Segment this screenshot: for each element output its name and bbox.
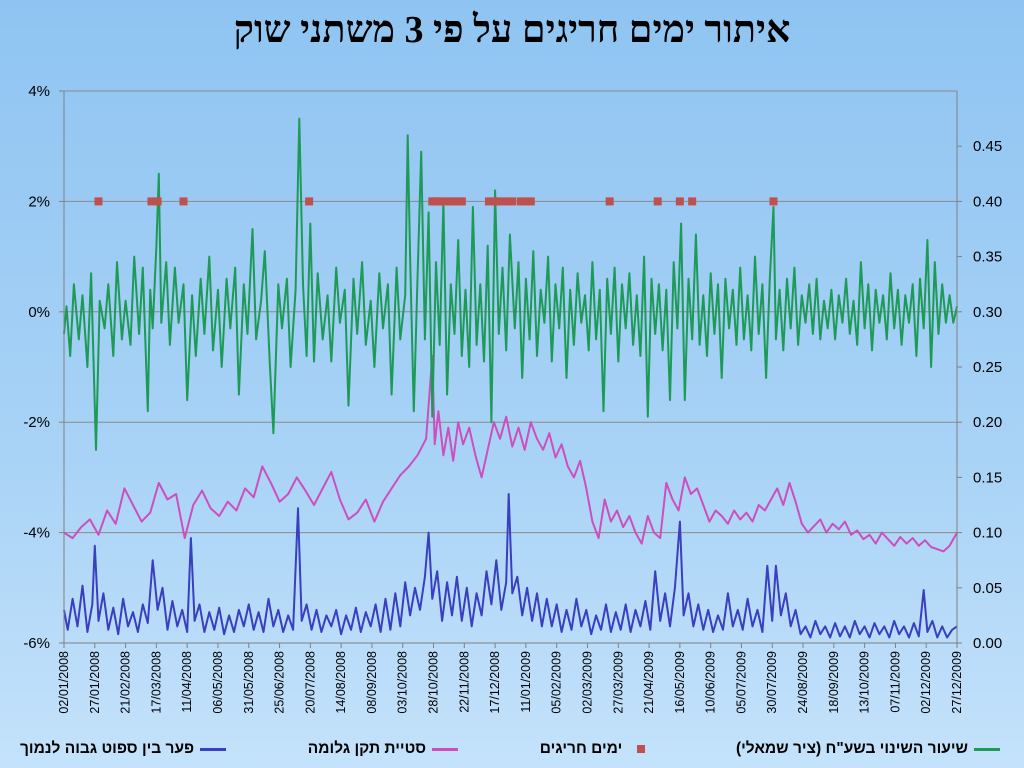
- right-tick-label: 0.00: [973, 635, 1002, 652]
- right-tick-label: 0.45: [973, 138, 1002, 155]
- left-tick-label: 2%: [28, 193, 50, 210]
- left-tick-label: 0%: [28, 304, 50, 321]
- legend-label: שיעור השינוי בשע"ח (ציר שמאלי): [735, 740, 968, 757]
- x-tick-label: 06/05/2008: [211, 651, 225, 714]
- anomaly-day-marker: [521, 197, 530, 206]
- anomaly-day-marker: [435, 197, 444, 206]
- right-tick-label: 0.40: [973, 193, 1002, 210]
- right-tick-label: 0.10: [973, 525, 1002, 542]
- right-axis-ticks: 0.00 0.05 0.10 0.15 0.20 0.25 0.30 0.35 0.40 0.45: [957, 138, 1002, 652]
- left-tick-label: -4%: [23, 525, 50, 542]
- anomaly-day-marker: [605, 197, 614, 206]
- anomaly-day-marker: [153, 197, 162, 206]
- left-tick-label: -6%: [23, 635, 50, 652]
- x-axis-ticks: 02/01/2008 27/01/2008 21/02/2008 17/03/2008…: [57, 643, 964, 714]
- right-tick-label: 0.25: [973, 359, 1002, 376]
- right-tick-label: 0.35: [973, 249, 1002, 266]
- x-tick-label: 27/12/2009: [950, 651, 964, 714]
- anomaly-day-marker: [653, 197, 662, 206]
- x-tick-label: 05/07/2009: [734, 651, 748, 714]
- x-tick-label: 27/01/2008: [88, 651, 102, 714]
- anomaly-day-marker: [484, 197, 493, 206]
- x-tick-label: 07/11/2009: [888, 651, 902, 713]
- series-line-3: [63, 493, 958, 639]
- x-tick-label: 02/01/2008: [57, 651, 71, 714]
- x-tick-label: 24/08/2009: [796, 651, 810, 714]
- x-tick-label: 11/01/2009: [519, 651, 533, 713]
- anomaly-day-marker: [526, 197, 535, 206]
- x-tick-label: 02/03/2009: [580, 651, 594, 714]
- x-tick-label: 25/06/2008: [273, 651, 287, 714]
- legend-line-swatch: [200, 747, 227, 751]
- legend-item: שיעור השינוי בשע"ח (ציר שמאלי): [736, 740, 1000, 758]
- x-tick-label: 21/04/2009: [642, 651, 656, 714]
- left-tick-label: 4%: [28, 83, 50, 100]
- anomaly-day-marker: [688, 197, 697, 206]
- legend-marker-swatch: [637, 745, 646, 753]
- series-line-0: [63, 117, 958, 451]
- x-tick-label: 16/05/2009: [673, 651, 687, 714]
- x-tick-label: 22/11/2008: [457, 651, 471, 713]
- x-tick-label: 14/08/2008: [334, 651, 348, 714]
- anomaly-day-marker: [440, 197, 449, 206]
- anomaly-day-marker: [179, 197, 188, 206]
- legend-line-swatch: [432, 747, 459, 751]
- x-tick-label: 03/10/2008: [396, 651, 410, 714]
- right-tick-label: 0.20: [973, 414, 1002, 431]
- right-tick-label: 0.15: [973, 469, 1002, 486]
- x-tick-label: 02/12/2009: [919, 651, 933, 714]
- series-line-2: [63, 355, 958, 553]
- anomaly-day-marker: [516, 197, 525, 206]
- x-tick-label: 30/07/2009: [765, 651, 779, 714]
- x-tick-label: 18/09/2009: [827, 651, 841, 714]
- anomaly-day-marker: [497, 197, 506, 206]
- x-tick-label: 20/07/2008: [303, 651, 317, 714]
- legend-item: פער בין ספוט גבוה לנמוך: [20, 740, 227, 758]
- x-tick-label: 17/03/2008: [149, 651, 163, 714]
- x-tick-label: 21/02/2008: [119, 651, 133, 714]
- x-tick-label: 08/09/2008: [365, 651, 379, 714]
- x-tick-label: 17/12/2008: [488, 651, 502, 714]
- series-layer: [63, 117, 958, 639]
- x-tick-label: 13/10/2009: [858, 651, 872, 714]
- anomaly-day-marker: [305, 197, 314, 206]
- anomaly-day-marker: [675, 197, 684, 206]
- right-tick-label: 0.30: [973, 304, 1002, 321]
- anomaly-day-marker: [508, 197, 517, 206]
- legend-label: סטיית תקן גלומה: [307, 740, 427, 757]
- legend-label: ימים חריגים: [539, 740, 623, 757]
- anomaly-day-marker: [94, 197, 103, 206]
- legend-item: ימים חריגים: [540, 740, 655, 758]
- legend-label: פער בין ספוט גבוה לנמוך: [20, 740, 195, 757]
- x-tick-label: 10/06/2009: [704, 651, 718, 714]
- chart-title: איתור ימים חריגים על פי 3 משתני שוק: [233, 9, 791, 51]
- x-tick-label: 11/04/2008: [180, 651, 194, 713]
- anomaly-day-marker: [769, 197, 778, 206]
- left-axis-ticks: -6% -4% -2% 0% 2% 4%: [23, 83, 64, 652]
- anomaly-day-marker: [457, 197, 466, 206]
- x-tick-label: 05/02/2009: [550, 651, 564, 714]
- legend-line-swatch: [974, 747, 1000, 751]
- legend-item: סטיית תקן גלומה: [307, 740, 459, 758]
- legend: שיעור השינוי בשע"ח (ציר שמאלי) ימים חריגי…: [20, 736, 1000, 762]
- x-tick-label: 27/03/2009: [611, 651, 625, 714]
- left-tick-label: -2%: [23, 414, 50, 431]
- x-tick-label: 28/10/2008: [427, 651, 441, 714]
- x-tick-label: 31/05/2008: [242, 651, 256, 714]
- anomaly-day-marker: [147, 197, 156, 206]
- right-tick-label: 0.05: [973, 580, 1002, 597]
